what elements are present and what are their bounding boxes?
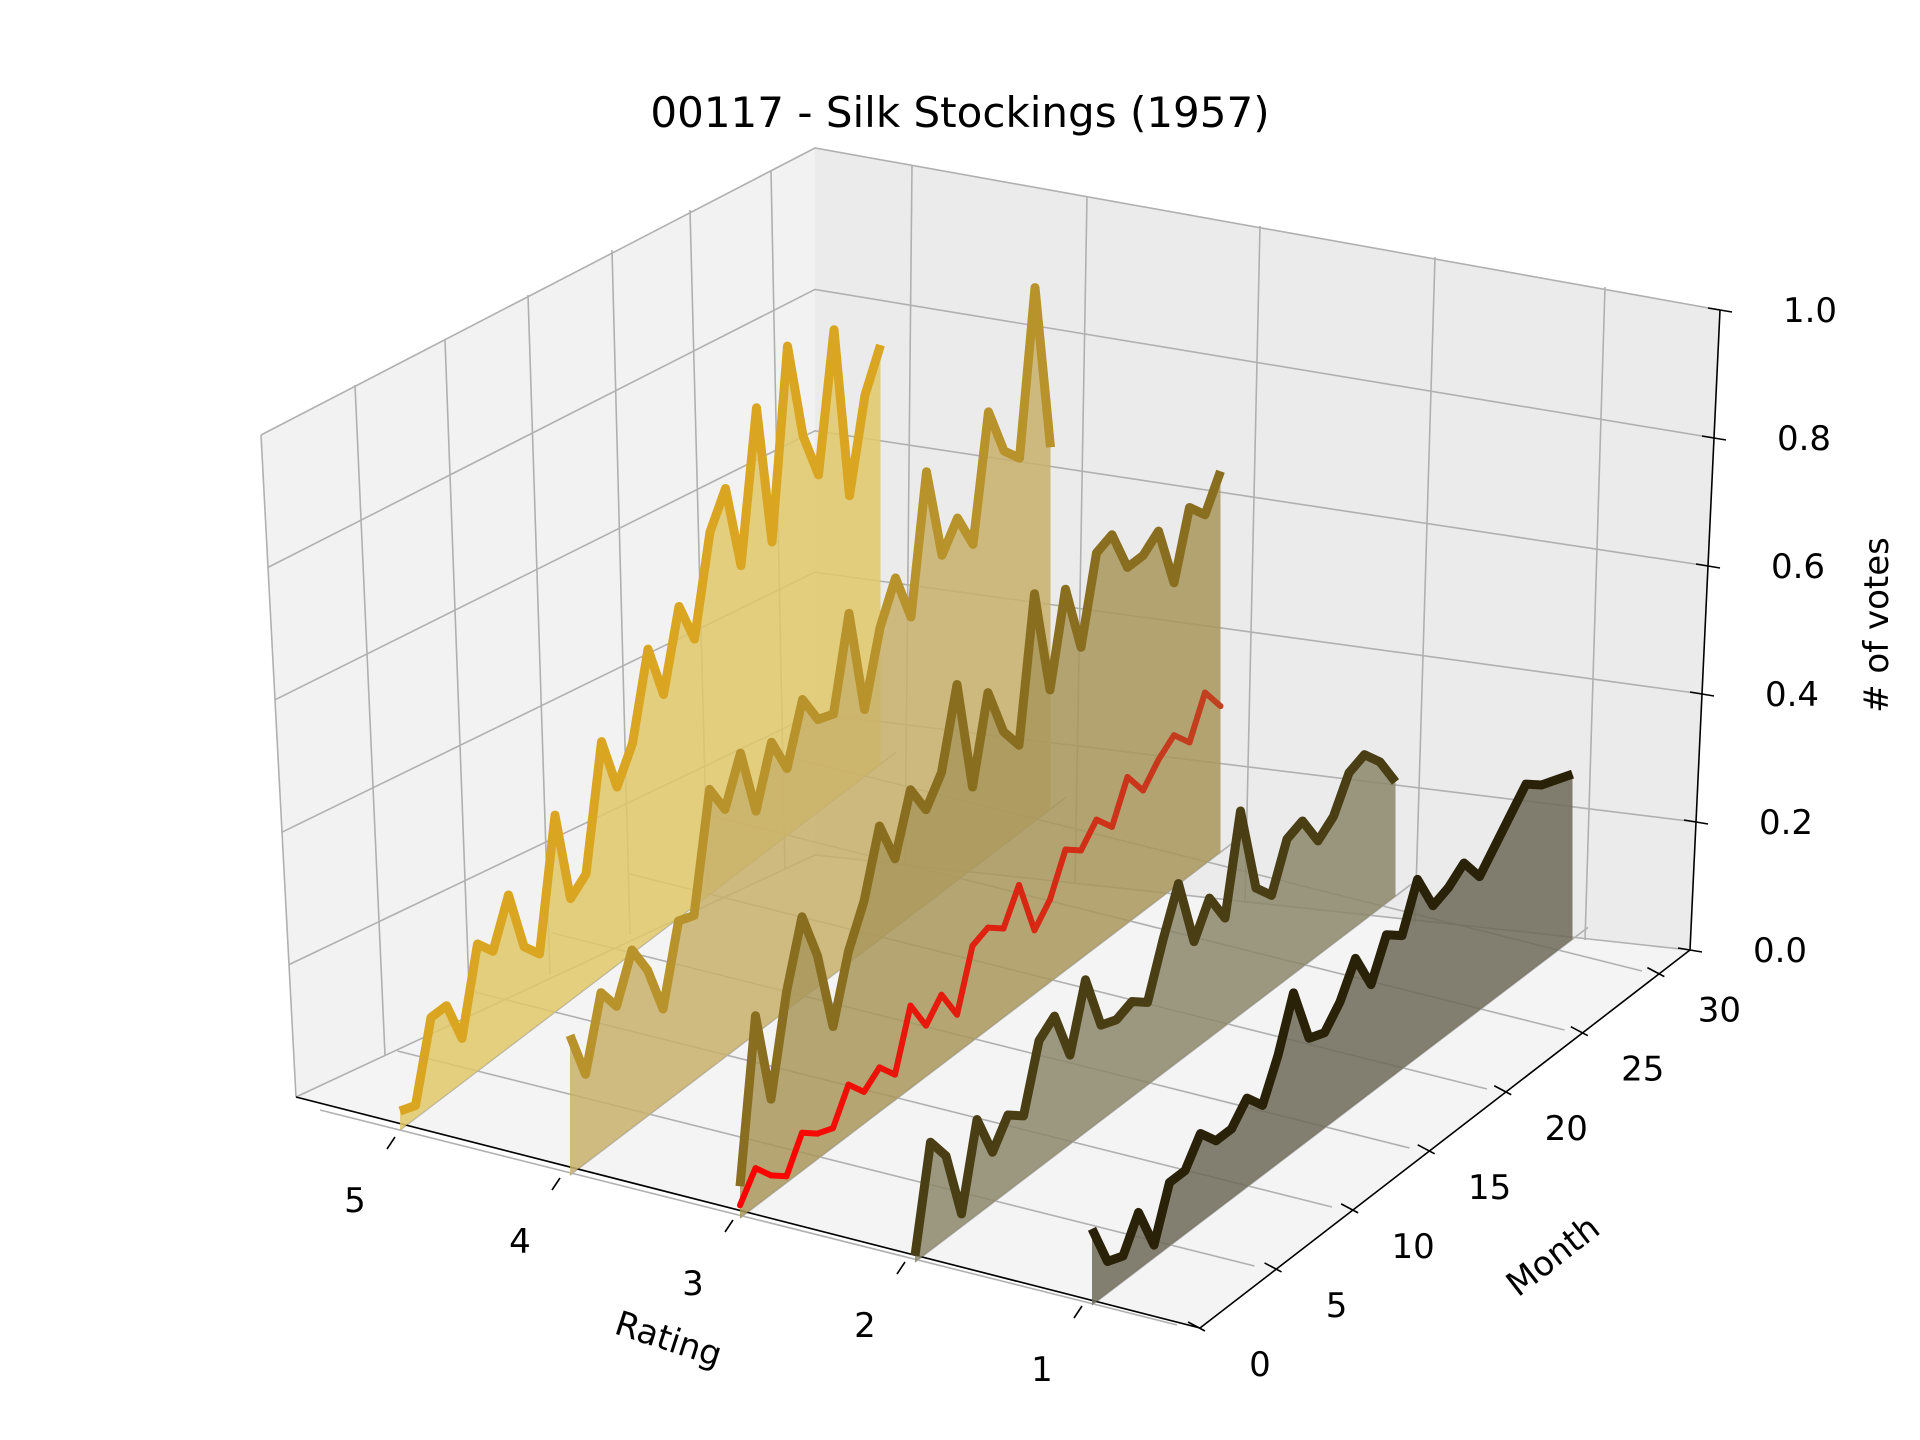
series-line-segment (1016, 881, 1038, 934)
gridline (260, 147, 1721, 436)
series-line-segment (1031, 896, 1053, 934)
y-tick-label: 25 (1621, 1050, 1664, 1090)
series-line-segment (1000, 881, 1022, 932)
series-line-segment (1124, 773, 1146, 794)
x-axis-label: Rating (610, 1304, 727, 1376)
x-tick-label: 2 (854, 1306, 876, 1346)
series-line-segment (923, 991, 945, 1029)
series-line-segment (1186, 689, 1208, 746)
x-tick (551, 1177, 561, 1191)
series-line (398, 325, 885, 1116)
series-line-segment (1078, 816, 1100, 854)
gridline (274, 429, 1709, 701)
x-tick-label: 3 (682, 1264, 704, 1304)
series-line-segment (969, 924, 991, 949)
y-tick-label: 10 (1391, 1227, 1434, 1267)
series-rating-3 (735, 469, 1225, 1218)
series-line-segment (1202, 689, 1224, 710)
y-tick-label: 15 (1468, 1168, 1511, 1208)
y-tick (1647, 966, 1665, 978)
x-tick (724, 1219, 734, 1233)
series-line-segment (892, 1002, 914, 1078)
series-layer (398, 283, 1574, 1305)
y-tick (1187, 1321, 1206, 1332)
x-tick (1073, 1305, 1083, 1319)
axis-line (1689, 309, 1721, 951)
y-tick (1570, 1025, 1589, 1037)
gridline (444, 339, 471, 1016)
gridline (1414, 256, 1436, 923)
y-tick-label: 20 (1545, 1109, 1588, 1149)
series-line-segment (861, 1064, 883, 1095)
y-tick (1493, 1085, 1512, 1096)
series-rating-3 (737, 689, 1224, 1209)
z-tick (1695, 563, 1721, 569)
y-tick-label: 0 (1249, 1345, 1271, 1385)
y-tick-label: 30 (1698, 991, 1741, 1031)
z-tick-label: 0.6 (1771, 547, 1825, 587)
series-area (400, 329, 881, 1130)
y-tick (1340, 1203, 1359, 1214)
gridline (397, 1050, 1255, 1267)
series-line-segment (954, 942, 976, 1018)
z-tick-label: 0.4 (1765, 675, 1819, 715)
series-rating-1 (1087, 769, 1574, 1305)
y-tick (1264, 1262, 1282, 1273)
series-line-segment (1109, 773, 1131, 830)
gridline (260, 434, 297, 1098)
series-line-segment (1047, 846, 1069, 903)
series-area (1092, 774, 1573, 1305)
z-tick (1689, 691, 1715, 697)
series-line-segment (938, 991, 960, 1018)
z-tick-label: 1.0 (1783, 291, 1837, 331)
series-line-segment (830, 1081, 852, 1132)
gridline (319, 1109, 1178, 1326)
z-tick (1707, 307, 1733, 313)
axis-line (1199, 949, 1691, 1329)
series-rating-2 (910, 750, 1400, 1262)
x-tick-label: 1 (1031, 1350, 1053, 1390)
series-rating-5 (398, 325, 885, 1130)
z-tick-label: 0.2 (1759, 803, 1813, 843)
z-tick-label: 0.8 (1777, 419, 1831, 459)
series-line-segment (737, 1165, 759, 1209)
x-tick (896, 1261, 906, 1275)
gridline (1244, 225, 1261, 904)
axis-line (295, 1096, 1201, 1329)
x-tick (386, 1136, 396, 1150)
series-line-segment (907, 1002, 929, 1029)
y-tick-label: 5 (1326, 1286, 1348, 1326)
gridline (267, 288, 1715, 569)
z-tick (1683, 819, 1709, 825)
z-axis-label: # of votes (1857, 537, 1897, 713)
x-tick-label: 4 (509, 1222, 531, 1262)
series-line (1087, 769, 1574, 1266)
gridline (354, 384, 386, 1056)
series-area (740, 471, 1221, 1218)
z-tick (1677, 947, 1703, 953)
series-line-segment (1155, 732, 1177, 763)
series-line (565, 283, 1055, 1079)
series-line-segment (783, 1129, 805, 1180)
series-rating-4 (565, 283, 1055, 1176)
x-tick-label: 5 (344, 1181, 366, 1221)
series-line (735, 469, 1225, 1187)
series-line (910, 750, 1400, 1257)
chart-title: 00117 - Silk Stockings (1957) (650, 88, 1269, 137)
series-line-segment (1140, 756, 1162, 794)
y-tick (1417, 1144, 1436, 1155)
y-axis-label: Month (1499, 1208, 1608, 1305)
z-tick-label: 0.0 (1753, 931, 1807, 971)
gridline (1584, 286, 1606, 941)
z-tick (1701, 435, 1727, 441)
